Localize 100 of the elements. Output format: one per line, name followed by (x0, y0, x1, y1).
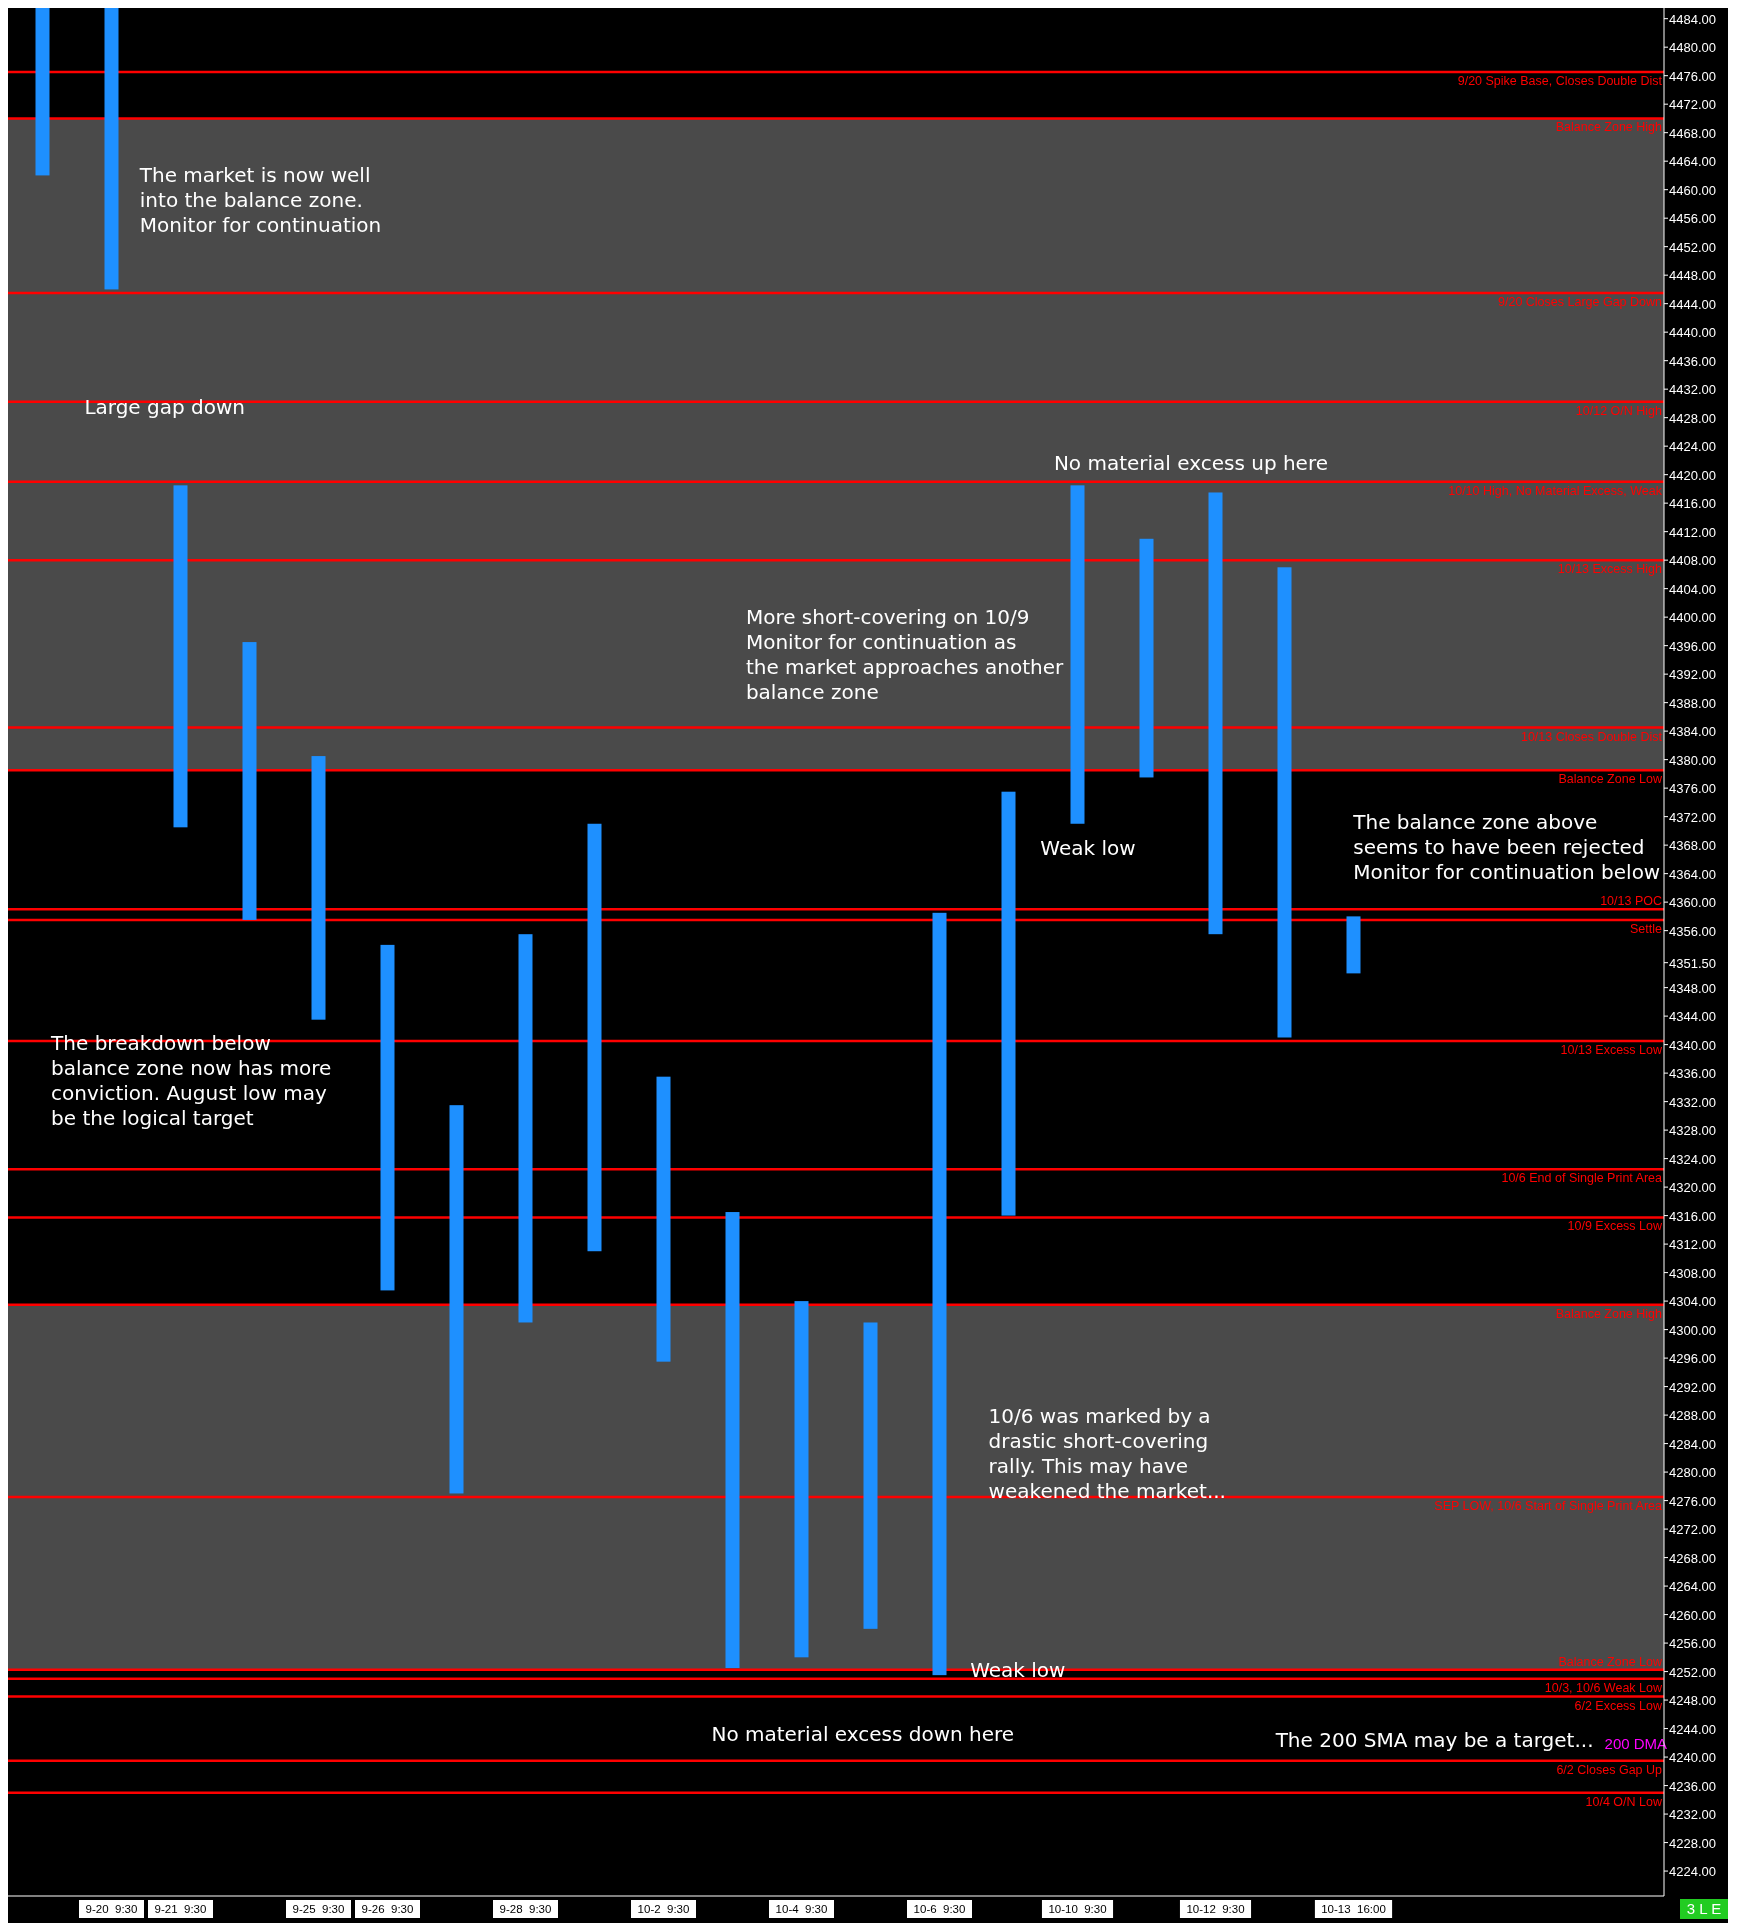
y-tick-label: 4468.00 (1669, 125, 1716, 141)
y-tick-label: 4456.00 (1669, 211, 1716, 227)
bar (35, 8, 50, 176)
text: 3 L E (1686, 1900, 1722, 1917)
y-tick-label: 4448.00 (1669, 268, 1716, 284)
x-tick-label: 10-12 9:30 (1186, 1903, 1245, 1915)
y-tick-label: 4360.00 (1669, 895, 1716, 911)
y-tick-label: 4344.00 (1669, 1009, 1716, 1025)
bar (1070, 485, 1085, 824)
annotation: The balance zone above seems to have been rejected Monitor for continuation below (1352, 810, 1661, 885)
bar (1001, 791, 1016, 1216)
y-tick-label: 4312.00 (1669, 1237, 1716, 1253)
annotation: 200 DMA (1604, 1734, 1668, 1752)
y-tick-label: 4272.00 (1669, 1522, 1716, 1538)
y-tick-label: 4384.00 (1669, 724, 1716, 740)
ref-line-label: 10/13 POC (1600, 894, 1662, 909)
y-tick-label: 4304.00 (1669, 1294, 1716, 1310)
ref-line-label: 10/3, 10/6 Weak Low (1544, 1680, 1663, 1695)
ref-line-label: 10/12 O/N High (1575, 403, 1663, 418)
bar (863, 1322, 878, 1629)
bar (242, 642, 257, 920)
y-tick-label: 4340.00 (1669, 1037, 1716, 1053)
bar (449, 1105, 464, 1494)
bar (311, 756, 326, 1020)
y-tick-label: 4276.00 (1669, 1493, 1716, 1509)
ref-line-label: 10/4 O/N Low (1585, 1794, 1663, 1809)
y-tick-label: 4452.00 (1669, 239, 1716, 255)
bar (1208, 492, 1223, 935)
x-tick-label: 9-26 9:30 (361, 1903, 414, 1915)
y-tick-label: 4392.00 (1669, 667, 1716, 683)
y-tick-label: 4296.00 (1669, 1351, 1716, 1367)
y-tick-label: 4252.00 (1669, 1664, 1716, 1680)
ref-line-label: Balance Zone Low (1558, 1654, 1663, 1669)
y-tick-label: 4284.00 (1669, 1436, 1716, 1452)
y-tick-label: 4328.00 (1669, 1123, 1716, 1139)
y-tick-label: 4416.00 (1669, 496, 1716, 512)
y-tick-label: 4428.00 (1669, 410, 1716, 426)
y-tick-label: 4476.00 (1669, 68, 1716, 84)
x-tick-label: 9-21 9:30 (154, 1903, 207, 1915)
x-tick-label: 9-28 9:30 (499, 1903, 552, 1915)
ref-line-label: 10/10 High, No Material Excess, Weak (1448, 483, 1663, 498)
y-tick-label: 4480.00 (1669, 40, 1716, 56)
y-tick-label: 4484.00 (1669, 11, 1716, 27)
bar (587, 823, 602, 1252)
y-tick-label: 4444.00 (1669, 296, 1716, 312)
ref-line-label: 10/13 Closes Double Dist (1520, 729, 1663, 744)
y-tick-label: 4440.00 (1669, 325, 1716, 341)
annotation: The market is now well into the balance zone. Monitor for continuation (138, 163, 382, 238)
y-tick-label: 4308.00 (1669, 1265, 1716, 1281)
y-tick-label: 4224.00 (1669, 1864, 1716, 1880)
y-tick-label: 4316.00 (1669, 1208, 1716, 1224)
y-tick-label: 4228.00 (1669, 1835, 1716, 1851)
ref-line-label: 9/20 Spike Base, Closes Double Dist (1457, 74, 1663, 89)
annotation: The 200 SMA may be a target... (1274, 1728, 1594, 1753)
bar (173, 485, 188, 828)
y-tick-label: 4348.00 (1669, 980, 1716, 996)
ref-line-label: Balance Zone High (1555, 120, 1663, 135)
ref-line-label: 10/6 End of Single Print Area (1501, 1171, 1663, 1186)
y-tick-label: 4424.00 (1669, 439, 1716, 455)
y-tick-label: 4368.00 (1669, 838, 1716, 854)
x-tick-label: 10-13 16:00 (1321, 1903, 1386, 1915)
bar (725, 1212, 740, 1669)
y-tick-label: 4356.00 (1669, 923, 1716, 939)
bar (794, 1301, 809, 1658)
bar (656, 1076, 671, 1362)
y-tick-label: 4240.00 (1669, 1750, 1716, 1766)
ref-line-label: 9/20 Closes Large Gap Down (1498, 294, 1663, 309)
x-tick-label: 10-6 9:30 (913, 1903, 966, 1915)
y-tick-label: 4232.00 (1669, 1807, 1716, 1823)
bar (1346, 916, 1361, 974)
y-tick-label: 4248.00 (1669, 1693, 1716, 1709)
y-tick-label: 4264.00 (1669, 1579, 1716, 1595)
y-tick-label: 4288.00 (1669, 1408, 1716, 1424)
y-tick-label: 4292.00 (1669, 1379, 1716, 1395)
y-tick-label: 4396.00 (1669, 638, 1716, 654)
y-tick-label: 4256.00 (1669, 1636, 1716, 1652)
y-tick-label: 4380.00 (1669, 752, 1716, 768)
y-tick-label: 4336.00 (1669, 1066, 1716, 1082)
y-tick-label: 4436.00 (1669, 353, 1716, 369)
y-tick-label: 4420.00 (1669, 467, 1716, 483)
bar (932, 912, 947, 1676)
bar (104, 8, 119, 290)
y-tick-label: 4404.00 (1669, 581, 1716, 597)
y-tick-label: 4408.00 (1669, 553, 1716, 569)
annotation: Weak low (1040, 836, 1136, 861)
y-tick-label: 4376.00 (1669, 781, 1716, 797)
y-tick-label: 4372.00 (1669, 809, 1716, 825)
x-tick-label: 10-4 9:30 (775, 1903, 828, 1915)
bar (1277, 567, 1292, 1038)
y-tick-label: 4320.00 (1669, 1180, 1716, 1196)
bar (380, 944, 395, 1291)
ref-line-label: Settle (1630, 921, 1663, 936)
y-tick-label: 4351.50 (1669, 955, 1716, 971)
x-tick-label: 9-25 9:30 (292, 1903, 345, 1915)
x-tick-label: 10-10 9:30 (1048, 1903, 1107, 1915)
annotation: No material excess down here (711, 1722, 1015, 1747)
ref-line-label: 6/2 Closes Gap Up (1556, 1762, 1663, 1777)
y-tick-label: 4464.00 (1669, 154, 1716, 170)
y-tick-label: 4332.00 (1669, 1094, 1716, 1110)
y-tick-label: 4324.00 (1669, 1151, 1716, 1167)
